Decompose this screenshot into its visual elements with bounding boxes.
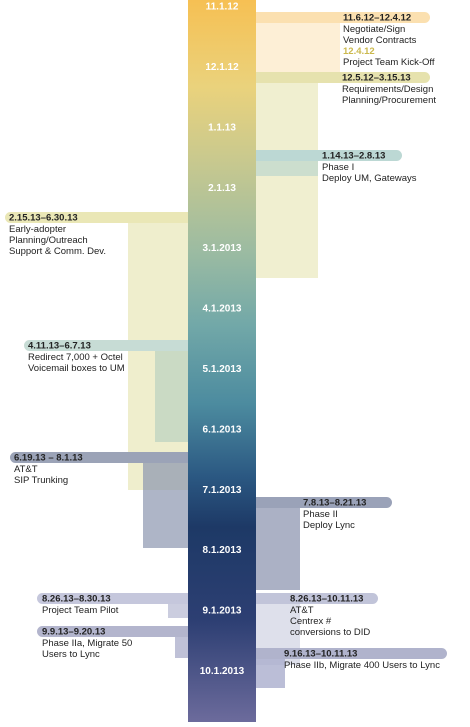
event-text: Planning/Procurement	[342, 95, 436, 106]
event-date: 12.5.12–3.15.13	[342, 73, 411, 84]
event-date: 8.26.13–8.30.13	[42, 594, 111, 605]
date-label: 5.1.2013	[203, 364, 242, 375]
event-pill	[24, 340, 204, 351]
date-label: 8.1.2013	[203, 545, 242, 556]
event-span	[143, 452, 188, 548]
event-text: Support & Comm. Dev.	[9, 246, 106, 257]
event-text: Phase IIb, Migrate 400 Users to Lync	[284, 660, 440, 671]
event-text: Voicemail boxes to UM	[28, 363, 125, 374]
event-pill	[10, 452, 204, 463]
event-span	[256, 497, 300, 590]
event-text: Negotiate/Sign	[343, 24, 405, 35]
date-label: 9.1.2013	[203, 606, 242, 617]
event-date: 1.14.13–2.8.13	[322, 151, 385, 162]
date-label: 4.1.2013	[203, 304, 242, 315]
event-pill	[240, 648, 447, 659]
event-date: 9.16.13–10.11.13	[284, 649, 357, 660]
event-pill	[37, 593, 204, 604]
event-date: 7.8.13–8.21.13	[303, 498, 366, 509]
event-text: AT&T	[290, 605, 314, 616]
event-text: Deploy Lync	[303, 520, 355, 531]
timeline-bar	[188, 0, 256, 722]
event-date: 6.19.13 – 8.1.13	[14, 453, 83, 464]
date-label: 11.1.12	[206, 2, 239, 13]
event-date: 11.6.12–12.4.12	[343, 13, 411, 24]
event-date: 9.9.13–9.20.13	[42, 627, 105, 638]
event-text: Users to Lync	[42, 649, 100, 660]
event-pill	[240, 72, 430, 83]
event-span	[155, 340, 188, 442]
event-text: Redirect 7,000 + Octel	[28, 352, 123, 363]
event-date: 4.11.13–6.7.13	[28, 341, 91, 352]
event-pill	[37, 626, 204, 637]
date-label: 6.1.2013	[203, 424, 242, 435]
milestone-text: Project Team Kick-Off	[343, 57, 435, 68]
event-pill	[240, 150, 402, 161]
event-text: Phase II	[303, 509, 338, 520]
event-text: Phase I	[322, 162, 354, 173]
event-text: Requirements/Design	[342, 84, 433, 95]
date-label: 1.1.13	[208, 122, 236, 133]
date-label: 12.1.12	[205, 62, 239, 73]
date-label: 7.1.2013	[203, 485, 242, 496]
event-text: Early-adopter	[9, 224, 66, 235]
event-date: 2.15.13–6.30.13	[9, 213, 78, 224]
event-text: Vendor Contracts	[343, 35, 417, 46]
event-text: Centrex #	[290, 616, 332, 627]
event-text: Phase IIa, Migrate 50	[42, 638, 132, 649]
date-label: 2.1.13	[208, 183, 236, 194]
event-pill	[240, 12, 430, 23]
event-date: 8.26.13–10.11.13	[290, 594, 363, 605]
milestone-date: 12.4.12	[343, 46, 375, 57]
date-label: 3.1.2013	[203, 243, 242, 254]
event-text: Planning/Outreach	[9, 235, 88, 246]
event-pill	[240, 497, 392, 508]
event-text: conversions to DID	[290, 627, 370, 638]
event-pill	[5, 212, 204, 223]
event-pill	[240, 593, 378, 604]
event-text: AT&T	[14, 464, 38, 475]
event-text: SIP Trunking	[14, 475, 68, 486]
event-text: Deploy UM, Gateways	[322, 173, 417, 184]
date-label: 10.1.2013	[200, 666, 245, 677]
event-text: Project Team Pilot	[42, 605, 119, 616]
